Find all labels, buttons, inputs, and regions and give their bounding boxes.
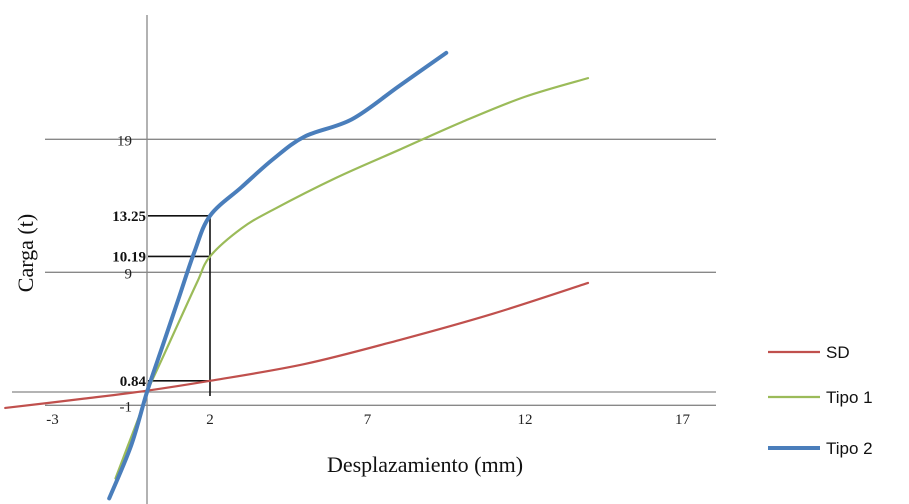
x-tick-label: 2 [206,412,214,428]
legend-label: SD [826,343,850,362]
y-tick-label: -1 [120,399,133,415]
series-lines [4,50,590,501]
x-axis-title: Desplazamiento (mm) [327,452,523,477]
x-tick-label: 12 [518,412,533,428]
series-line-sd [4,281,590,410]
tick-labels: -1 9 19 -3 2 7 12 17 [46,133,690,428]
annotation-label: 10.19 [112,249,146,265]
legend-label: Tipo 1 [826,388,873,407]
legend-label: Tipo 2 [826,439,873,458]
annotation-label: 0.84 [120,374,147,390]
series-line-tipo-2 [107,50,449,501]
y-tick-label: 9 [125,266,133,282]
annotations: 13.25 10.19 0.84 [112,209,211,396]
x-tick-label: 17 [675,412,691,428]
y-tick-label: 19 [117,133,132,149]
annotation-label: 13.25 [112,209,146,225]
legend: SD Tipo 1 Tipo 2 [768,343,873,458]
y-axis-title: Carga (t) [13,214,38,292]
gridlines [45,138,716,406]
x-tick-label: -3 [46,412,59,428]
x-tick-label: 7 [364,412,372,428]
